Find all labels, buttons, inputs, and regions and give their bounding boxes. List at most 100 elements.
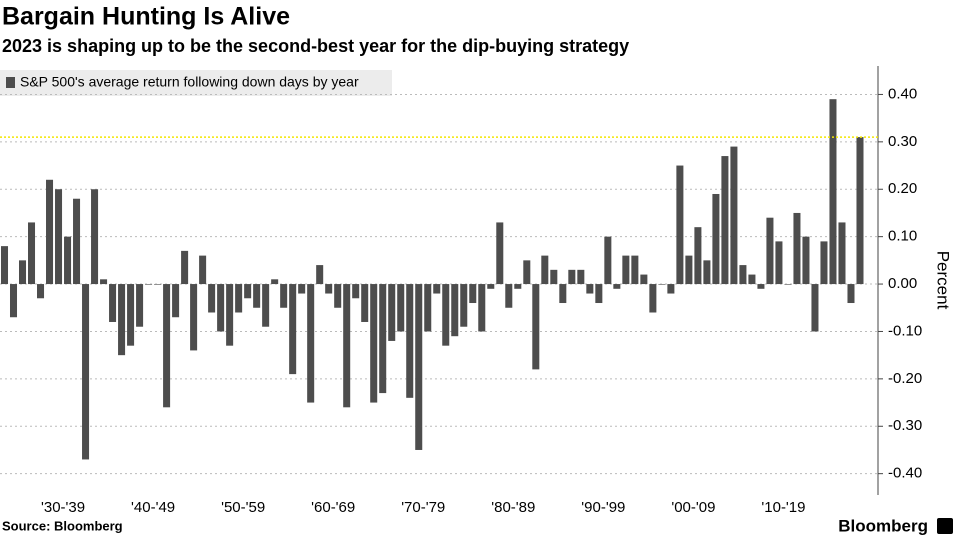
bar bbox=[829, 99, 837, 285]
bar bbox=[685, 255, 693, 285]
bar bbox=[307, 284, 315, 403]
bar bbox=[64, 236, 72, 285]
bar bbox=[712, 193, 720, 285]
bar bbox=[136, 284, 144, 327]
y-tick-label: -0.40 bbox=[888, 465, 922, 482]
bar bbox=[487, 284, 495, 289]
bar bbox=[559, 284, 567, 304]
bar bbox=[793, 212, 801, 285]
bar bbox=[9, 284, 18, 318]
bar bbox=[586, 284, 594, 294]
bar bbox=[721, 156, 729, 285]
x-tick-label: '40-'49 bbox=[131, 499, 175, 516]
bar bbox=[154, 284, 162, 285]
bar bbox=[262, 284, 270, 327]
bar bbox=[118, 284, 126, 356]
bar bbox=[253, 284, 261, 308]
bar bbox=[550, 269, 558, 285]
bar bbox=[199, 255, 207, 285]
bar bbox=[640, 274, 648, 285]
x-tick-label: '50-'59 bbox=[221, 499, 265, 516]
bar bbox=[46, 179, 54, 285]
bar bbox=[424, 284, 432, 332]
bar bbox=[325, 284, 333, 294]
bar bbox=[352, 284, 360, 299]
bar bbox=[757, 284, 765, 289]
bar bbox=[433, 284, 441, 294]
bar bbox=[838, 222, 846, 285]
y-tick-label: 0.40 bbox=[888, 85, 917, 102]
bar bbox=[298, 284, 306, 294]
bar bbox=[55, 189, 63, 285]
x-tick-label: '90-'99 bbox=[581, 499, 625, 516]
bar bbox=[73, 198, 81, 285]
bar bbox=[667, 284, 675, 294]
brand-icon bbox=[937, 518, 953, 534]
y-tick-label: -0.20 bbox=[888, 370, 922, 387]
bar bbox=[703, 260, 711, 285]
bar bbox=[451, 284, 459, 337]
bar bbox=[145, 284, 153, 285]
bar bbox=[19, 260, 27, 285]
bar bbox=[226, 284, 234, 346]
bar bbox=[577, 269, 585, 285]
bar bbox=[505, 284, 513, 308]
x-tick-label: '00-'09 bbox=[671, 499, 715, 516]
bar bbox=[604, 236, 612, 285]
bar bbox=[811, 284, 819, 332]
bar bbox=[469, 284, 477, 304]
y-tick-label: 0.20 bbox=[888, 180, 917, 197]
bar bbox=[649, 284, 657, 313]
bar bbox=[820, 241, 828, 285]
bar bbox=[127, 284, 135, 346]
bar bbox=[280, 284, 288, 308]
bar bbox=[28, 222, 36, 285]
bar bbox=[568, 269, 576, 285]
bar bbox=[271, 279, 279, 285]
y-axis-label: Percent bbox=[934, 251, 953, 310]
bar bbox=[109, 284, 117, 322]
bar bbox=[523, 260, 531, 285]
bar bbox=[217, 284, 225, 332]
bar bbox=[631, 255, 639, 285]
bar bbox=[730, 146, 738, 285]
bar bbox=[766, 217, 774, 285]
legend-swatch bbox=[6, 77, 15, 88]
legend-label: S&P 500's average return following down … bbox=[20, 74, 359, 90]
chart-subtitle: 2023 is shaping up to be the second-best… bbox=[2, 36, 629, 56]
bar bbox=[208, 284, 216, 313]
x-tick-label: '60-'69 bbox=[311, 499, 355, 516]
bar bbox=[37, 284, 45, 299]
x-tick-label: '80-'89 bbox=[491, 499, 535, 516]
bar bbox=[514, 284, 522, 289]
bar bbox=[532, 284, 540, 370]
bar bbox=[235, 284, 243, 313]
bar bbox=[802, 236, 810, 285]
bar bbox=[190, 284, 198, 351]
bar bbox=[163, 284, 171, 408]
bar bbox=[460, 284, 468, 327]
y-tick-label: -0.10 bbox=[888, 322, 922, 339]
bar bbox=[406, 284, 414, 398]
bar bbox=[100, 279, 108, 285]
bar bbox=[541, 255, 549, 285]
bar bbox=[370, 284, 378, 403]
bar bbox=[739, 265, 747, 285]
y-tick-label: 0.00 bbox=[888, 275, 917, 292]
bar bbox=[388, 284, 396, 341]
bar bbox=[658, 284, 666, 285]
bar bbox=[694, 227, 702, 285]
bar bbox=[343, 284, 351, 408]
bar bbox=[856, 137, 864, 285]
bar bbox=[334, 284, 342, 308]
bar bbox=[91, 189, 99, 285]
bar bbox=[676, 165, 684, 285]
bar bbox=[172, 284, 180, 318]
x-tick-label: '70-'79 bbox=[401, 499, 445, 516]
bar bbox=[397, 284, 405, 332]
bar bbox=[244, 284, 252, 299]
y-tick-label: 0.30 bbox=[888, 133, 917, 150]
x-tick-label: '30-'39 bbox=[41, 499, 85, 516]
bar bbox=[379, 284, 387, 394]
